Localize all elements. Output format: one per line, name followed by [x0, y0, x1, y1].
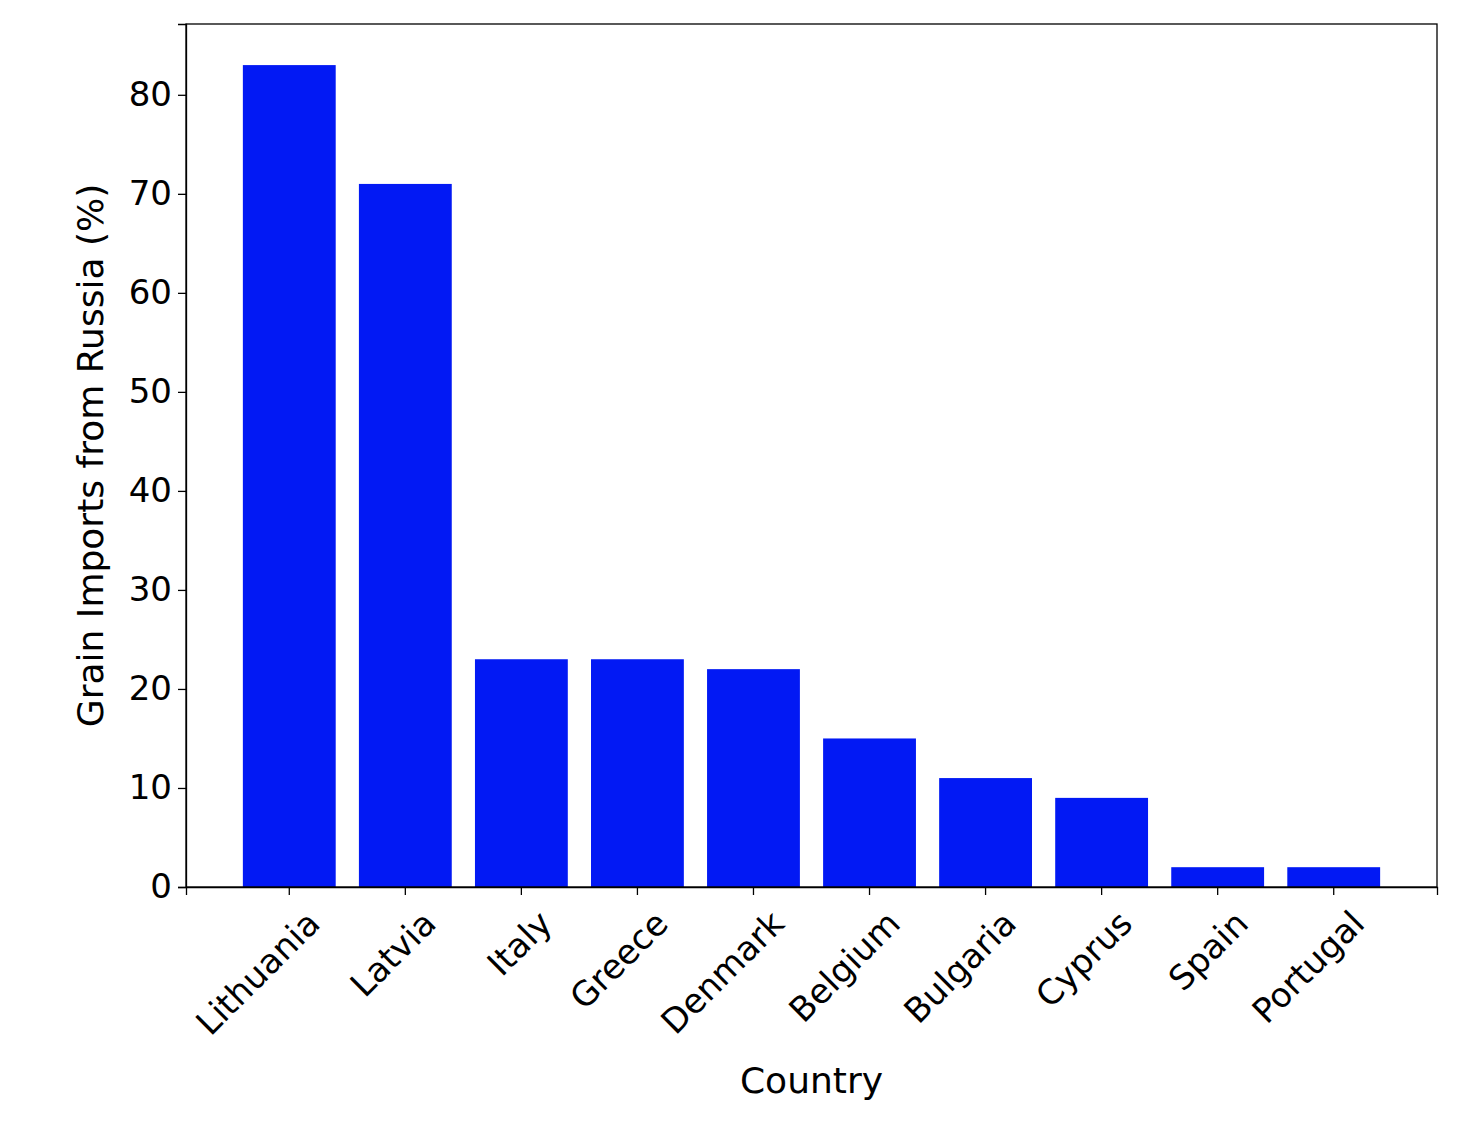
- bar: [1055, 798, 1148, 887]
- x-tick: Portugal: [1244, 887, 1372, 1031]
- y-tick: 70: [129, 173, 186, 213]
- x-tick-label: Bulgaria: [896, 903, 1024, 1031]
- y-axis-line: [178, 25, 187, 888]
- x-tick-mark: [985, 887, 986, 895]
- y-tick-mark: [178, 392, 186, 393]
- x-tick: Spain: [1160, 887, 1255, 998]
- x-tick-label: Belgium: [781, 903, 908, 1030]
- y-tick-label: 60: [129, 272, 172, 312]
- x-tick: Latvia: [342, 887, 443, 1004]
- bar: [707, 669, 800, 887]
- x-tick-label: Lithuania: [188, 903, 328, 1043]
- y-tick-label: 40: [129, 470, 172, 510]
- x-axis-title: Country: [740, 1060, 883, 1101]
- x-tick-label: Greece: [562, 903, 676, 1017]
- x-tick: Denmark: [653, 887, 792, 1042]
- y-tick-mark: [178, 491, 186, 492]
- y-tick-label: 10: [129, 767, 172, 807]
- chart: 0 10 20 30 40 50 60 70 80 LithuaniaLatvia ItalyGre…: [0, 0, 1462, 1126]
- x-tick: Lithuania: [188, 887, 328, 1043]
- bar: [591, 659, 684, 887]
- x-tick-mark: [405, 887, 406, 895]
- bar: [359, 184, 452, 887]
- y-tick: 30: [129, 569, 186, 609]
- y-tick-label: 30: [129, 569, 172, 609]
- x-tick: Cyprus: [1028, 887, 1140, 1015]
- x-tick-label: Cyprus: [1028, 903, 1140, 1015]
- x-tick-label: Latvia: [342, 903, 443, 1004]
- x-tick-mark: [637, 887, 638, 895]
- y-tick: 40: [129, 470, 186, 510]
- x-tick: Greece: [562, 887, 676, 1017]
- bar: [243, 65, 336, 887]
- x-tick: Belgium: [781, 887, 908, 1030]
- frame: [186, 24, 1437, 887]
- y-tick-mark: [178, 95, 186, 96]
- x-tick-mark: [869, 887, 870, 895]
- bar: [939, 778, 1032, 887]
- y-tick-mark: [178, 689, 186, 690]
- y-axis-title: Grain Imports from Russia (%): [70, 184, 111, 727]
- y-tick: 20: [129, 668, 186, 708]
- x-tick-label: Portugal: [1244, 903, 1372, 1031]
- y-tick-mark: [178, 194, 186, 195]
- x-tick-mark: [1333, 887, 1334, 895]
- y-tick-mark: [178, 887, 186, 888]
- y-tick-label: 70: [129, 173, 172, 213]
- y-tick: 50: [129, 371, 186, 411]
- bar: [1287, 867, 1380, 887]
- y-tick-label: 20: [129, 668, 172, 708]
- x-tick-mark: [753, 887, 754, 895]
- y-tick: 0: [150, 866, 186, 906]
- y-axis: 0 10 20 30 40 50 60 70 80: [129, 25, 187, 907]
- y-tick-label: 0: [150, 866, 172, 906]
- y-tick-label: 50: [129, 371, 172, 411]
- x-axis-line: [187, 888, 1438, 896]
- bars: [243, 65, 1380, 887]
- x-tick-mark: [1217, 887, 1218, 895]
- x-tick: Bulgaria: [896, 887, 1024, 1031]
- x-tick: Italy: [479, 887, 559, 983]
- y-tick-mark: [178, 788, 186, 789]
- y-tick-label: 80: [129, 74, 172, 114]
- y-tick: 60: [129, 272, 186, 312]
- x-tick-label: Denmark: [653, 903, 792, 1042]
- bar: [475, 659, 568, 887]
- x-tick-mark: [1101, 887, 1102, 895]
- plot: 0 10 20 30 40 50 60 70 80 LithuaniaLatvia ItalyGre…: [129, 24, 1438, 1043]
- x-tick-label: Italy: [479, 903, 559, 983]
- x-tick-mark: [521, 887, 522, 895]
- y-tick-mark: [178, 590, 186, 591]
- x-tick-mark: [289, 887, 290, 895]
- bar: [1171, 867, 1264, 887]
- y-tick: 10: [129, 767, 186, 807]
- y-tick: 80: [129, 74, 186, 114]
- bar: [823, 738, 916, 887]
- x-axis: LithuaniaLatvia ItalyGreeceDenmarkBelgium…: [187, 887, 1438, 1043]
- y-tick-mark: [178, 293, 186, 294]
- x-tick-label: Spain: [1160, 903, 1255, 998]
